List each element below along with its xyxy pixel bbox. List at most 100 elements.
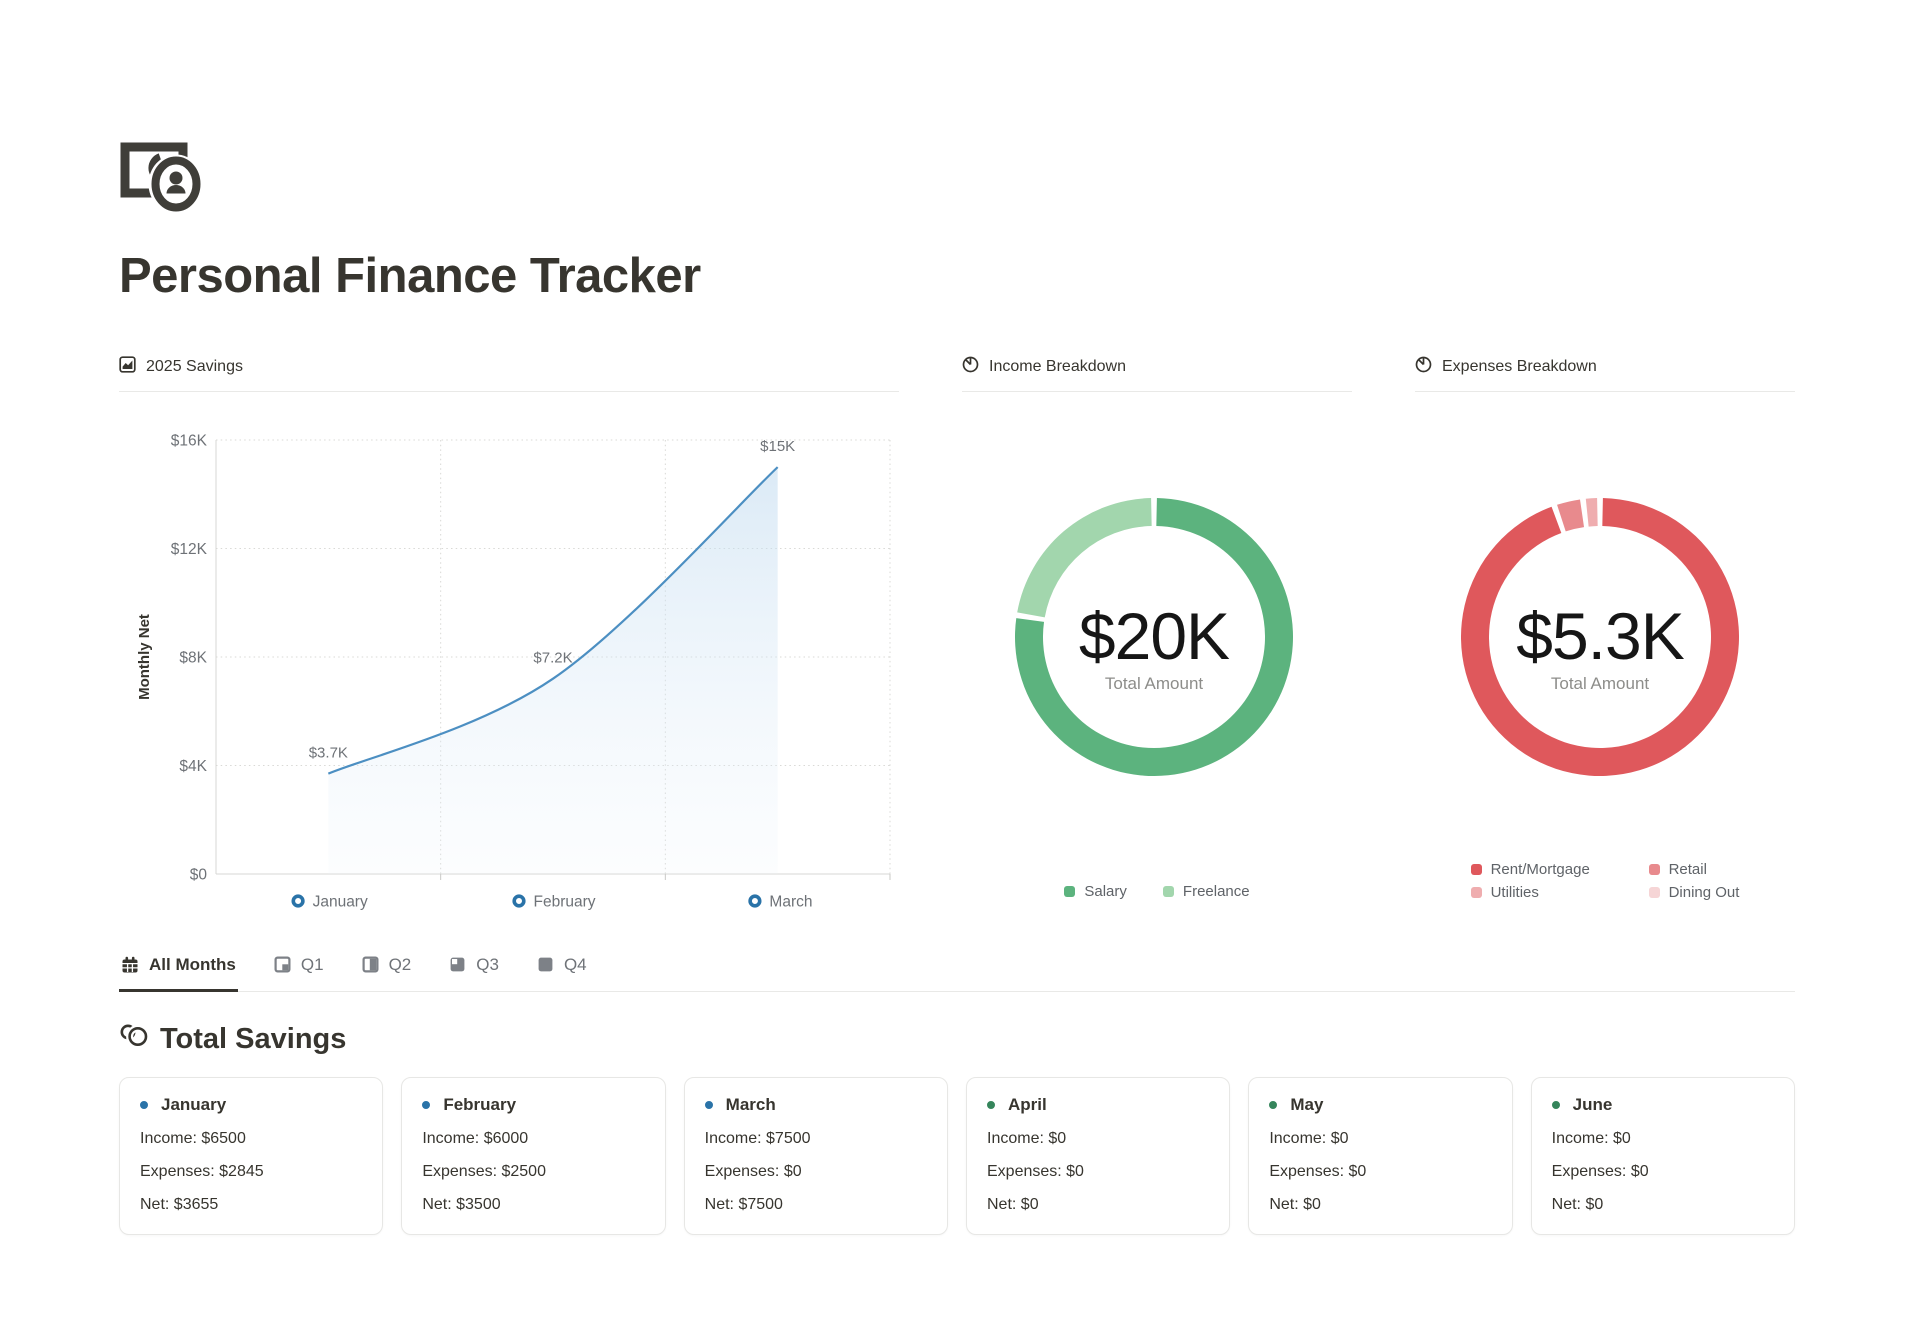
income-center-caption: Total Amount (1105, 674, 1204, 693)
coins-icon (119, 1022, 150, 1057)
legend-item-dining-out: Dining Out (1648, 883, 1740, 901)
expenses-center-caption: Total Amount (1551, 674, 1650, 693)
x-tick-marker-icon (512, 894, 526, 908)
legend-item-utilities: Utilities (1470, 884, 1649, 901)
quarter-3-icon (449, 956, 466, 973)
svg-text:$15K: $15K (760, 438, 795, 455)
svg-text:$8K: $8K (179, 649, 207, 666)
legend-swatch-icon (1064, 885, 1076, 897)
charts-row: 2025 Savings $0 $4K $8K $12K $16K $3.7K $7.2K $… (119, 356, 1795, 917)
card-net-line: Net: $7500 (704, 1196, 783, 1214)
area-chart-icon (119, 356, 136, 378)
tab-q4[interactable]: Q4 (535, 949, 589, 992)
month-card-february[interactable]: February Income: $6000 Expenses: $2500 Net:… (401, 1076, 666, 1236)
card-net-line: Net: $0 (1551, 1196, 1604, 1214)
svg-text:Monthly Net: Monthly Net (136, 614, 153, 700)
svg-text:February: February (534, 893, 596, 910)
legend-swatch-icon (1162, 885, 1174, 897)
donut-segment-freelance (1017, 497, 1152, 618)
month-marker-icon (140, 1100, 148, 1109)
card-income-line: Income: $0 (987, 1129, 1067, 1147)
card-month-name: February (443, 1094, 517, 1114)
tab-q1[interactable]: Q1 (272, 949, 326, 992)
donut-segment-utilities (1585, 497, 1598, 527)
legend-label: Rent/Mortgage (1490, 860, 1590, 878)
tab-label: All Months (149, 954, 236, 974)
tab-label: Q3 (476, 954, 499, 974)
month-marker-icon (422, 1100, 431, 1109)
tab-all-months[interactable]: All Months (119, 949, 238, 992)
card-expenses-line: Expenses: $0 (987, 1163, 1084, 1181)
income-chart-section: Income Breakdown $20K Total Amount Salar… (962, 356, 1352, 900)
card-income-line: Income: $0 (1551, 1129, 1631, 1147)
tab-q2[interactable]: Q2 (360, 949, 414, 992)
x-tick-marker-icon (748, 894, 762, 908)
card-net-line: Net: $0 (987, 1196, 1039, 1214)
total-savings-title: Total Savings (160, 1022, 347, 1055)
expenses-donut-chart: $5.3K Total Amount (1461, 497, 1739, 776)
income-chart-header: Income Breakdown (962, 356, 1352, 392)
month-marker-icon (1551, 1100, 1560, 1109)
month-cards: January Income: $6500 Expenses: $2845 Net: … (119, 1076, 1795, 1236)
card-month-name: June (1572, 1094, 1613, 1114)
card-income-line: Income: $6000 (422, 1129, 529, 1147)
svg-text:$7.2K: $7.2K (533, 650, 572, 667)
x-tick-marker-icon (291, 894, 305, 908)
card-month-name: May (1290, 1094, 1324, 1114)
savings-chart-header: 2025 Savings (119, 356, 899, 392)
card-month-name: January (161, 1094, 227, 1114)
month-marker-icon (987, 1100, 995, 1109)
donut-segment-retail (1557, 499, 1585, 532)
card-expenses-line: Expenses: $2500 (422, 1163, 546, 1181)
legend-label: Freelance (1182, 882, 1250, 900)
legend-swatch-icon (1648, 863, 1660, 875)
month-card-march[interactable]: March Income: $7500 Expenses: $0 Net: $7500 (683, 1076, 948, 1236)
savings-area-chart: $0 $4K $8K $12K $16K $3.7K $7.2K $15K January Feb… (136, 432, 891, 910)
income-chart-title: Income Breakdown (989, 357, 1126, 375)
expenses-chart-header: Expenses Breakdown (1415, 356, 1795, 392)
tab-label: Q1 (300, 954, 324, 974)
legend-item-salary: Salary (1064, 883, 1127, 900)
card-expenses-line: Expenses: $2845 (140, 1163, 264, 1181)
legend-item-retail: Retail (1648, 860, 1740, 878)
month-marker-icon (704, 1100, 713, 1109)
tab-label: Q4 (563, 954, 587, 974)
month-card-april[interactable]: April Income: $0 Expenses: $0 Net: $0 (966, 1076, 1231, 1236)
tab-q3[interactable]: Q3 (447, 949, 501, 992)
legend-swatch-icon (1470, 863, 1482, 875)
svg-text:$16K: $16K (171, 432, 208, 449)
savings-chart-title: 2025 Savings (146, 357, 243, 375)
quarter-2-icon (362, 956, 379, 973)
month-card-june[interactable]: June Income: $0 Expenses: $0 Net: $0 (1530, 1076, 1795, 1236)
month-card-may[interactable]: May Income: $0 Expenses: $0 Net: $0 (1248, 1076, 1513, 1236)
card-month-name: March (725, 1094, 776, 1114)
card-expenses-line: Expenses: $0 (1269, 1163, 1367, 1181)
tab-label: Q2 (388, 954, 412, 974)
expenses-chart-section: Expenses Breakdown $5.3K Total Amount Re… (1415, 356, 1795, 901)
savings-chart-section: 2025 Savings $0 $4K $8K $12K $16K $3.7K $7.2K $… (119, 356, 899, 917)
month-marker-icon (1269, 1100, 1278, 1109)
total-savings-heading: Total Savings (119, 1022, 1795, 1057)
legend-label: Retail (1668, 860, 1707, 878)
pie-chart-icon (962, 356, 979, 378)
legend-label: Salary (1084, 882, 1127, 900)
card-expenses-line: Expenses: $0 (704, 1163, 802, 1181)
expenses-legend: Rent/Mortgage Retail Utilities Dining Out (1415, 861, 1795, 901)
legend-label: Dining Out (1668, 883, 1740, 901)
svg-text:March: March (769, 893, 812, 910)
filter-tabs: All Months Q1 Q2 Q3 Q4 (119, 949, 1795, 992)
banknote-coin-icon (119, 140, 1795, 214)
card-income-line: Income: $0 (1269, 1129, 1349, 1147)
svg-text:$4K: $4K (179, 758, 207, 775)
card-income-line: Income: $6500 (140, 1129, 246, 1147)
legend-item-freelance: Freelance (1162, 882, 1250, 900)
month-card-january[interactable]: January Income: $6500 Expenses: $2845 Net: … (119, 1076, 384, 1236)
card-net-line: Net: $3500 (422, 1196, 501, 1214)
quarter-1-icon (274, 956, 291, 973)
svg-text:$3.7K: $3.7K (309, 745, 348, 762)
page-title: Personal Finance Tracker (119, 249, 701, 303)
legend-item-rent-mortgage: Rent/Mortgage (1470, 860, 1649, 878)
card-net-line: Net: $3655 (140, 1196, 219, 1214)
quarter-4-icon (537, 956, 554, 973)
income-legend: Salary Freelance (962, 883, 1352, 900)
